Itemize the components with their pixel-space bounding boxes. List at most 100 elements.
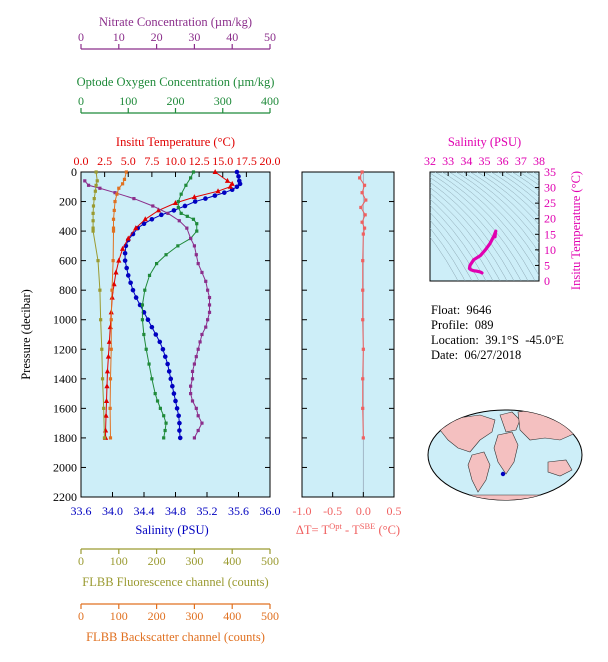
- ts-density-contour: [441, 172, 539, 277]
- salinity-point: [159, 212, 164, 218]
- oxygen-axis-label: Optode Oxygen Concentration (µm/kg): [77, 75, 275, 89]
- map-continent: [467, 451, 491, 493]
- float-line: Float: 9646: [431, 303, 492, 317]
- oxygen-tick-label: 100: [119, 94, 137, 108]
- salinity-point: [149, 216, 155, 222]
- delta-point: [360, 220, 364, 224]
- pressure-tick-label: 1200: [53, 342, 77, 356]
- temperature-point: [113, 269, 119, 275]
- nitrate-point: [206, 288, 210, 292]
- fluorescence-point: [94, 170, 98, 174]
- map-continent: [439, 414, 496, 453]
- salinity-point: [130, 287, 136, 293]
- nitrate-point: [192, 436, 196, 440]
- backscatter-tick-label: 0: [78, 609, 84, 623]
- fluorescence-point: [91, 226, 95, 230]
- nitrate-tick-label: 40: [226, 30, 238, 44]
- oxygen-point: [191, 217, 196, 221]
- ts-density-contour: [430, 172, 529, 281]
- nitrate-point: [200, 332, 204, 337]
- oxygen-tick-label: 300: [214, 94, 232, 108]
- nitrate-point: [194, 406, 198, 410]
- delta-axis-label-part: SBE: [360, 521, 376, 531]
- temperature-tick-label: 2.5: [97, 154, 112, 168]
- nitrate-point: [192, 362, 196, 366]
- salinity-point: [192, 199, 198, 204]
- salinity-point: [166, 369, 172, 374]
- ts-density-contour: [483, 172, 539, 218]
- delta-axis-label-part: ΔT= T: [296, 523, 330, 537]
- pressure-tick-label: 1000: [53, 313, 77, 327]
- backscatter-tick-label: 300: [185, 609, 203, 623]
- fluorescence-point: [91, 219, 95, 223]
- oxygen-point: [164, 253, 168, 257]
- temperature-tick-label: 7.5: [144, 154, 159, 168]
- nitrate-point: [192, 244, 196, 248]
- nitrate-point: [200, 270, 204, 275]
- profile-plot-area: [80, 171, 271, 498]
- temperature-point: [119, 245, 126, 251]
- salinity-point: [141, 221, 147, 227]
- salinity-point: [125, 273, 131, 278]
- pressure-tick-label: 600: [59, 254, 77, 268]
- oxygen-point: [147, 273, 152, 278]
- backscatter-tick-label: 500: [261, 609, 279, 623]
- ts-density-contour: [476, 172, 539, 226]
- delta-axis-label-part: Opt: [329, 521, 342, 531]
- delta-point: [361, 232, 365, 236]
- salinity-tick-label: 33.6: [71, 504, 92, 518]
- date-value: 06/27/2018: [464, 348, 522, 362]
- backscatter-point: [109, 347, 113, 351]
- temperature-tick-label: 15.0: [212, 154, 233, 168]
- salinity-point: [222, 190, 227, 195]
- nitrate-point: [207, 303, 212, 307]
- backscatter-point: [111, 229, 116, 233]
- delta-point: [363, 213, 367, 217]
- backscatter-point: [120, 182, 125, 186]
- salinity-point: [170, 383, 175, 389]
- location-value: 39.1°S -45.0°E: [485, 333, 564, 347]
- fluorescence-point: [95, 179, 99, 183]
- fluorescence-tick-label: 500: [261, 554, 279, 568]
- nitrate-point: [132, 196, 136, 201]
- salinity-point: [234, 169, 240, 175]
- fluorescence-point: [102, 436, 107, 440]
- date-line: Date: 06/27/2018: [431, 348, 522, 362]
- temperature-tick-label: 10.0: [165, 154, 186, 168]
- salinity-axis-label: Salinity (PSU): [135, 523, 208, 537]
- oxygen-point: [162, 414, 166, 418]
- temperature-point: [142, 216, 148, 222]
- ts-x-tick-label: 36: [497, 154, 509, 168]
- oxygen-point: [144, 347, 148, 351]
- profile-plot: 0 200 400 600 800 1000 1200 1400 1600 1800 2000 220…: [19, 165, 271, 504]
- temperature-point: [224, 177, 231, 183]
- salinity-point: [149, 324, 155, 330]
- delta-point: [360, 170, 364, 174]
- ts-y-tick-label: 0: [544, 274, 550, 288]
- fluorescence-point: [93, 189, 97, 193]
- delta-x-tick-label: -0.5: [323, 504, 342, 518]
- nitrate-axis-label: Nitrate Concentration (µm/kg): [99, 15, 252, 29]
- oxygen-point: [140, 318, 145, 322]
- backscatter-point: [111, 217, 116, 221]
- delta-point: [362, 183, 367, 187]
- temperature-point: [191, 194, 197, 200]
- salinity-tick-label: 34.8: [165, 504, 186, 518]
- salinity-point: [157, 339, 163, 345]
- nitrate-point: [190, 399, 195, 403]
- salinity-point: [177, 428, 182, 433]
- ts-y-tick-label: 5: [544, 258, 550, 272]
- nitrate-point: [198, 340, 202, 344]
- delta-x-tick-label: -1.0: [293, 504, 312, 518]
- ts-y-tick-label: 35: [544, 165, 556, 179]
- temperature-point: [116, 257, 122, 263]
- salinity-tick-label: 35.2: [197, 504, 218, 518]
- ts-density-contours: [430, 172, 539, 281]
- backscatter-point: [124, 170, 128, 174]
- nitrate-point: [86, 183, 91, 187]
- temperature-point: [212, 169, 218, 174]
- oxygen-point: [153, 391, 157, 396]
- bottom-axes: 33.6 34.0 34.4 34.8 35.2 35.6 36.0 Salinity (PS…: [71, 492, 281, 644]
- nitrate-point: [166, 211, 170, 215]
